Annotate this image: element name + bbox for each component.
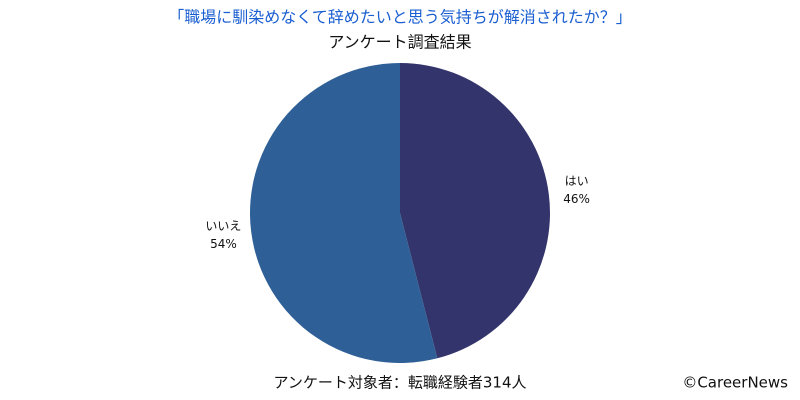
pie-slice — [250, 63, 438, 363]
pie-slice — [400, 63, 550, 359]
slice-value-label: 46% — [563, 192, 590, 206]
slice-category: いいえ — [205, 219, 241, 233]
chart-title: 「職場に馴染めなくて辞めたいと思う気持ちが解消されたか？」 — [168, 8, 632, 27]
chart-subtitle: アンケート調査結果 — [328, 33, 471, 52]
footnote: アンケート対象者：転職経験者314人 — [273, 374, 526, 392]
slice-value-label: 54% — [210, 237, 237, 251]
credit: ©CareerNews — [682, 374, 788, 392]
slice-category: はい — [565, 174, 589, 188]
